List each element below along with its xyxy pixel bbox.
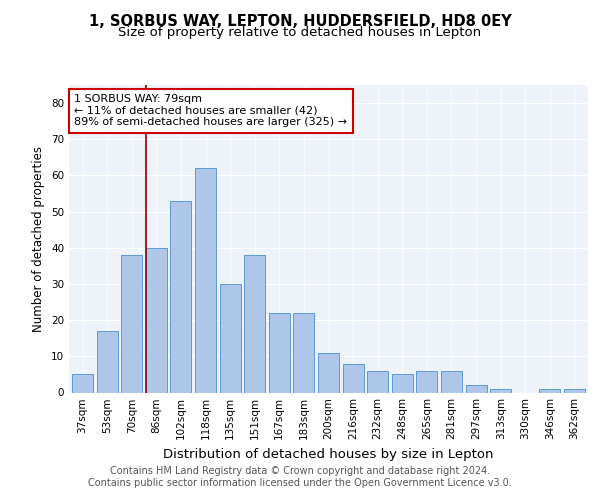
Bar [293,313,314,392]
Bar [97,331,118,392]
Bar [441,371,462,392]
Bar [244,255,265,392]
Bar [170,201,191,392]
Bar [269,313,290,392]
Bar [220,284,241,393]
Bar [146,248,167,392]
Bar [490,389,511,392]
X-axis label: Distribution of detached houses by size in Lepton: Distribution of detached houses by size … [163,448,494,461]
Bar [343,364,364,392]
Text: Size of property relative to detached houses in Lepton: Size of property relative to detached ho… [118,26,482,39]
Text: 1 SORBUS WAY: 79sqm
← 11% of detached houses are smaller (42)
89% of semi-detach: 1 SORBUS WAY: 79sqm ← 11% of detached ho… [74,94,347,128]
Bar [195,168,216,392]
Bar [72,374,93,392]
Bar [121,255,142,392]
Bar [318,352,339,393]
Bar [367,371,388,392]
Bar [539,389,560,392]
Y-axis label: Number of detached properties: Number of detached properties [32,146,46,332]
Text: Contains HM Land Registry data © Crown copyright and database right 2024.
Contai: Contains HM Land Registry data © Crown c… [88,466,512,487]
Bar [416,371,437,392]
Bar [466,386,487,392]
Bar [392,374,413,392]
Text: 1, SORBUS WAY, LEPTON, HUDDERSFIELD, HD8 0EY: 1, SORBUS WAY, LEPTON, HUDDERSFIELD, HD8… [89,14,511,29]
Bar [564,389,585,392]
